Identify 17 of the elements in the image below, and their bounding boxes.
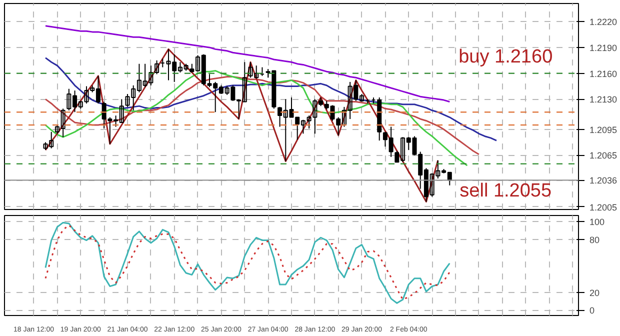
annotation: sell 1.2055: [460, 180, 552, 202]
y-tick-label: 1.2190: [590, 42, 618, 53]
y-tick-label: 20: [590, 288, 600, 298]
y-tick-label: 1.2220: [590, 17, 618, 28]
y-tick-label: 1.2095: [590, 124, 618, 135]
y-tick-label: 1.2130: [590, 94, 618, 105]
y-tick-label: 100: [590, 217, 605, 228]
line-series: [44, 70, 468, 166]
line-series: [44, 25, 450, 103]
y-tick-label: 1.2005: [590, 202, 618, 212]
y-tick-label: 0: [590, 306, 595, 316]
y-tick-label: 1.2160: [590, 68, 618, 79]
annotation: buy 1.2160: [458, 46, 553, 68]
line-series: [44, 48, 439, 202]
y-tick-label: 80: [590, 234, 600, 245]
y-tick-label: 1.2036: [590, 176, 618, 186]
y-tick-label: 1.2065: [590, 150, 618, 161]
